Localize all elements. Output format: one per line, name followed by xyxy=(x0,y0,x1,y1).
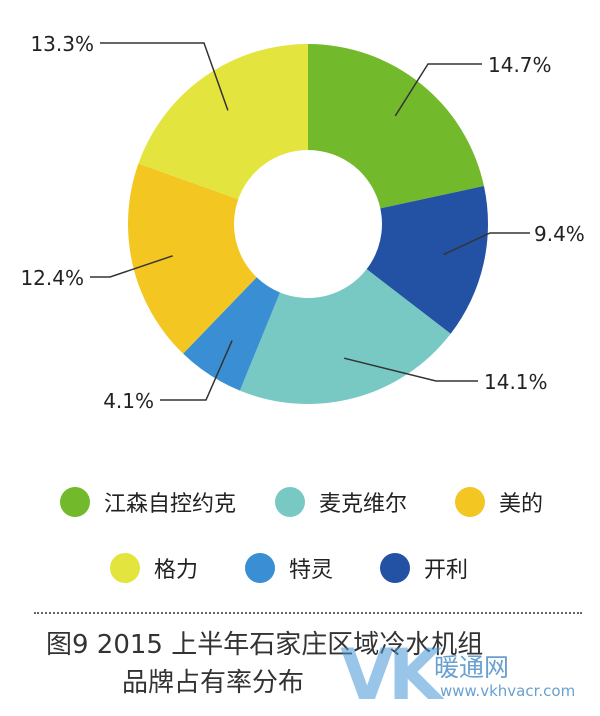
legend-item-jci-york: 江森自控约克 xyxy=(60,482,236,522)
legend-label: 格力 xyxy=(154,558,199,583)
legend-item-midea: 美的 xyxy=(455,482,543,522)
donut-slice xyxy=(183,277,280,391)
donut-slice xyxy=(239,269,451,404)
legend-swatch xyxy=(455,487,485,517)
leader-line xyxy=(100,42,229,111)
chart-leader-lines xyxy=(90,42,530,401)
leader-line xyxy=(90,255,173,278)
donut-slice xyxy=(308,44,484,209)
chart-slices xyxy=(127,43,488,404)
chart-legend: 江森自控约克 麦克维尔 美的 格力 特灵 开利 xyxy=(0,480,600,600)
legend-label: 开利 xyxy=(424,558,469,583)
donut-slice xyxy=(127,163,257,354)
leader-line xyxy=(394,63,482,117)
dotted-divider xyxy=(34,612,582,614)
caption-line-1: 图9 2015 上半年石家庄区域冷水机组 xyxy=(46,630,484,660)
legend-label: 江森自控约克 xyxy=(104,492,237,517)
legend-swatch xyxy=(275,487,305,517)
watermark-logo: VK xyxy=(340,634,442,716)
legend-item-carrier: 开利 xyxy=(380,548,468,588)
value-label: 13.3% xyxy=(30,32,94,56)
watermark-url: www.vkhvacr.com xyxy=(440,682,576,700)
value-label: 14.1% xyxy=(484,370,548,394)
legend-label: 美的 xyxy=(499,492,544,517)
leader-line xyxy=(443,232,530,256)
figure-caption: 图9 2015 上半年石家庄区域冷水机组 品牌占有率分布 xyxy=(46,626,576,702)
value-label: 9.4% xyxy=(534,222,585,246)
donut-slice xyxy=(138,43,308,200)
caption-line-2: 品牌占有率分布 xyxy=(122,668,305,698)
legend-item-gree: 格力 xyxy=(110,548,198,588)
donut-slice xyxy=(366,186,488,334)
watermark-text: 暖通网 xyxy=(434,653,510,682)
legend-item-mcquay: 麦克维尔 xyxy=(275,482,407,522)
leader-line xyxy=(160,340,233,401)
donut-chart: 14.7% 9.4% 14.1% 4.1% 12.4% 13.3% xyxy=(20,32,584,413)
value-label: 12.4% xyxy=(20,266,84,290)
value-label: 4.1% xyxy=(103,389,154,413)
leader-line xyxy=(344,357,478,382)
legend-swatch xyxy=(245,553,275,583)
value-label: 14.7% xyxy=(488,53,552,77)
legend-item-trane: 特灵 xyxy=(245,548,333,588)
chart-value-labels: 14.7% 9.4% 14.1% 4.1% 12.4% 13.3% xyxy=(20,32,584,413)
legend-label: 麦克维尔 xyxy=(319,492,408,517)
legend-swatch xyxy=(110,553,140,583)
legend-label: 特灵 xyxy=(289,558,334,583)
legend-swatch xyxy=(380,553,410,583)
site-watermark: VK 暖通网 www.vkhvacr.com xyxy=(340,634,590,716)
legend-swatch xyxy=(60,487,90,517)
